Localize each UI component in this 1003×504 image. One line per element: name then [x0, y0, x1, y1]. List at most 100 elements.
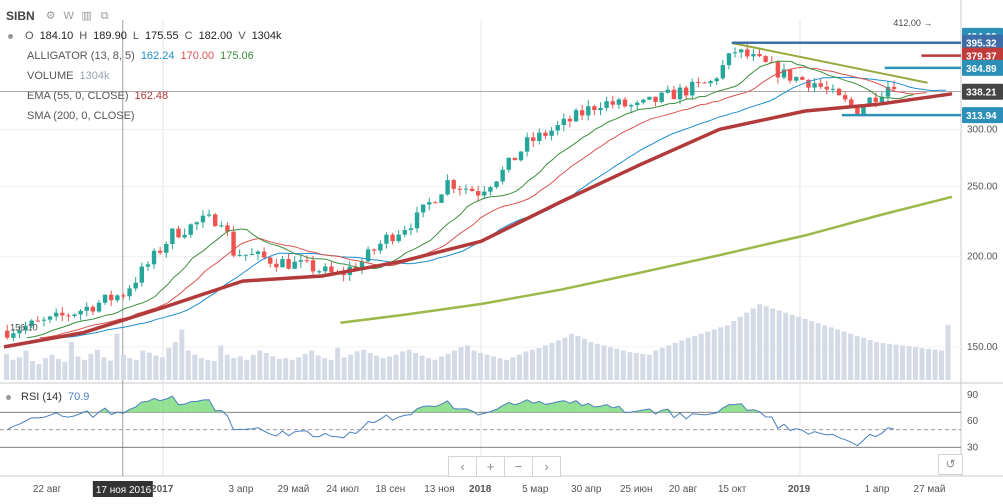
screenshot-icon[interactable]: ⧉ [99, 10, 111, 22]
candle-down [433, 202, 437, 203]
alligator-teeth-value: 170.00 [180, 46, 214, 66]
ohlc-toggle-dot[interactable] [8, 34, 13, 39]
volume-bar [277, 359, 282, 380]
volume-bar [186, 351, 191, 380]
candle-down [91, 307, 95, 312]
candle-up [384, 235, 388, 244]
volume-bar [835, 329, 840, 380]
zoom-out-button[interactable]: − [504, 456, 533, 477]
volume-bar [523, 351, 528, 380]
reset-chart-button[interactable]: ↺ [938, 454, 963, 475]
candle-up [97, 303, 101, 312]
candle-up [659, 93, 663, 102]
rsi-overbought-fill [178, 404, 184, 412]
volume-bar [861, 338, 866, 380]
volume-bar [322, 358, 327, 380]
volume-bar [822, 325, 827, 380]
alligator-row[interactable]: ALLIGATOR (13, 8, 5) 162.24 170.00 175.0… [6, 46, 282, 66]
time-tick-label: 29 май [277, 484, 309, 495]
zoom-in-button[interactable]: + [476, 456, 505, 477]
candle-up [715, 78, 719, 81]
ema-row[interactable]: EMA (55, 0, CLOSE) 162.48 [6, 86, 282, 106]
candle-up [280, 259, 284, 267]
volume-bar [251, 355, 256, 380]
candle-down [580, 110, 584, 115]
volume-bar [718, 327, 723, 380]
candle-up [482, 192, 486, 196]
candle-up [861, 106, 865, 114]
volume-bar [361, 350, 366, 380]
volume-bar [868, 340, 873, 380]
candle-up [635, 103, 639, 105]
candle-up [598, 108, 602, 110]
ohlc-row: O 184.10 H 189.90 L 175.55 C 182.00 V 13… [6, 26, 282, 46]
candle-down [231, 232, 235, 256]
volume-bar [562, 338, 567, 380]
candle-down [849, 99, 853, 105]
candle-up [690, 82, 694, 95]
volume-bar [134, 360, 139, 380]
rsi-legend[interactable]: RSI (14) 70.9 [6, 391, 89, 403]
volume-bar [238, 356, 243, 380]
scroll-right-button[interactable]: › [532, 456, 561, 477]
volume-bar [218, 345, 223, 380]
volume-bar [939, 351, 944, 380]
volume-bar [666, 345, 671, 380]
time-tick-label: 18 сен [375, 484, 405, 495]
volume-indicator-value: 1304k [79, 66, 109, 86]
volume-bar [725, 325, 730, 380]
volume-bar [30, 361, 35, 380]
volume-bar [731, 321, 736, 380]
volume-bar [738, 317, 743, 380]
volume-bar [348, 355, 353, 380]
chart-legend: SIBN ⚙ W ▥ ⧉ O 184.10 H 189.90 L 175.55 … [6, 6, 282, 126]
legend-header-row: SIBN ⚙ W ▥ ⧉ [6, 6, 282, 26]
volume-bar [796, 317, 801, 380]
volume-bar [556, 340, 561, 380]
volume-bar [420, 356, 425, 380]
time-tick-label: 5 мар [522, 484, 549, 495]
candle-up [299, 260, 303, 262]
candle-up [427, 202, 431, 204]
volume-bar [549, 343, 554, 380]
candle-down [818, 83, 822, 87]
candle-up [378, 244, 382, 251]
volume-bar [601, 345, 606, 380]
scroll-left-button[interactable]: ‹ [448, 456, 477, 477]
interval-label[interactable]: W [63, 10, 75, 22]
volume-bar [894, 345, 899, 380]
candle-down [763, 56, 767, 62]
candle-up [421, 205, 425, 213]
volume-label-short: V [238, 26, 245, 46]
candle-down [274, 264, 278, 268]
low-annotation: 156.10 [10, 322, 38, 332]
volume-bar [173, 342, 178, 380]
volume-bar [803, 319, 808, 380]
volume-bar [595, 344, 600, 380]
ema-label: EMA (55, 0, CLOSE) [27, 86, 128, 106]
ticker-symbol[interactable]: SIBN [6, 6, 35, 26]
volume-bar [887, 344, 892, 380]
gear-icon[interactable]: ⚙ [45, 10, 57, 22]
candle-up [189, 224, 193, 234]
rsi-overbought-fill [729, 405, 735, 413]
volume-bar [413, 353, 418, 380]
candle-up [537, 133, 541, 141]
candle-up [739, 49, 743, 52]
rsi-toggle-dot[interactable] [6, 395, 11, 400]
volume-bar [712, 329, 717, 380]
bars-icon[interactable]: ▥ [81, 10, 93, 22]
volume-bar [426, 358, 431, 380]
close-value: 182.00 [199, 26, 233, 46]
candle-down [611, 101, 615, 105]
candle-down [788, 70, 792, 81]
candle-down [262, 252, 266, 258]
volume-bar [446, 354, 451, 380]
candle-up [140, 267, 144, 283]
volume-bar [848, 334, 853, 380]
volume-bar [400, 351, 405, 380]
sma-row[interactable]: SMA (200, 0, CLOSE) [6, 106, 282, 126]
volume-bar [777, 311, 782, 380]
volume-row[interactable]: VOLUME 1304k [6, 66, 282, 86]
volume-bar [257, 351, 262, 380]
